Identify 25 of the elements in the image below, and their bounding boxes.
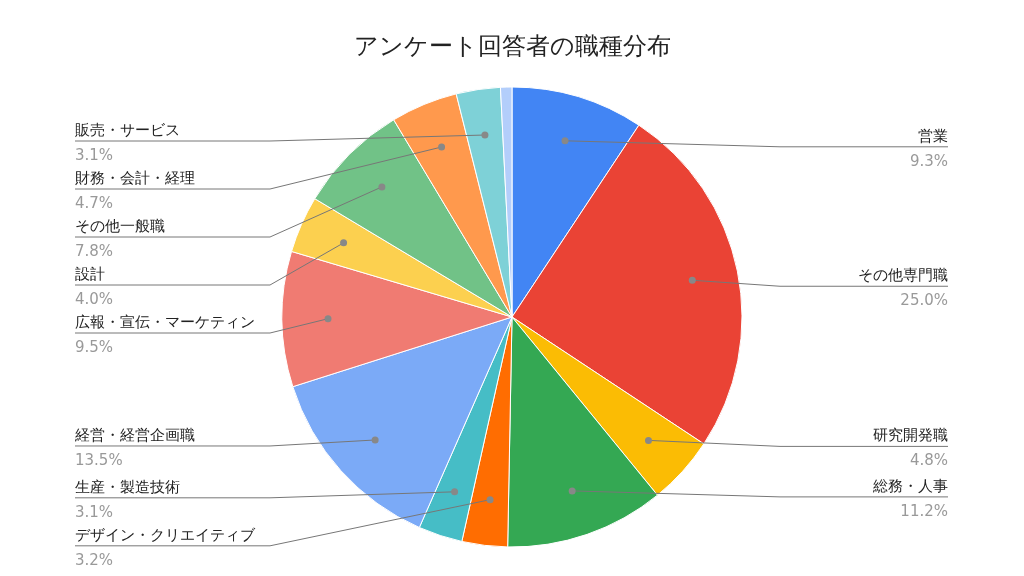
slice-label: 営業: [918, 126, 948, 145]
data-label: 3.1%: [75, 502, 114, 521]
data-label: 4.8%: [909, 451, 948, 470]
slice-label: 設計: [75, 265, 105, 283]
slice-label: 研究開発職: [873, 426, 948, 445]
slice-label: 経営・経営企画職: [74, 425, 195, 444]
slice-label: 広報・宣伝・マーケティン: [75, 313, 255, 331]
data-label: 9.5%: [75, 338, 114, 356]
chart-title: アンケート回答者の職種分布: [353, 32, 671, 60]
data-label: 4.7%: [75, 194, 114, 212]
slice-label: 販売・サービス: [75, 121, 180, 139]
slice-label: 財務・会計・経理: [75, 169, 195, 187]
data-label: 9.3%: [909, 151, 948, 170]
data-label: 25.0%: [900, 291, 948, 310]
slice-label: 総務・人事: [872, 476, 948, 495]
data-label: 11.2%: [900, 501, 948, 520]
data-label: 3.2%: [75, 550, 114, 569]
data-label: 3.1%: [75, 146, 114, 164]
data-label: 7.8%: [75, 242, 114, 260]
data-label: 4.0%: [75, 290, 114, 308]
slice-label: その他一般職: [75, 217, 165, 235]
data-label: 13.5%: [75, 450, 123, 469]
slice-label: デザイン・クリエイティブ: [75, 525, 256, 544]
slice-label: その他専門職: [858, 266, 948, 285]
slice-label: 生産・製造技術: [75, 477, 180, 496]
